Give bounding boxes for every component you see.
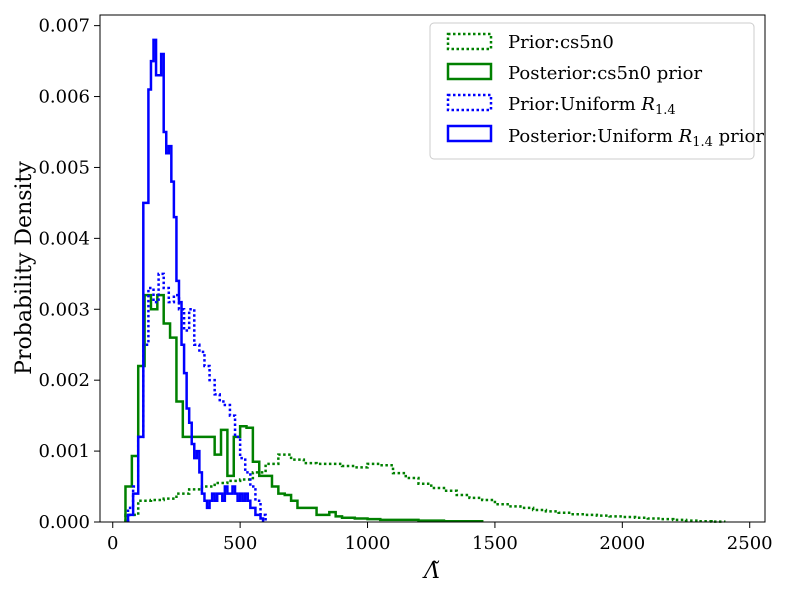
legend-swatch-posterior-cs5n0 bbox=[446, 62, 493, 81]
y-tick-label: 0.001 bbox=[38, 441, 90, 462]
x-tick-label: 0 bbox=[107, 533, 118, 554]
x-axis-label: Λ̃ bbox=[422, 559, 440, 584]
histogram-series-1 bbox=[124, 453, 726, 523]
plot-frame bbox=[99, 14, 766, 523]
y-tick-label: 0.002 bbox=[38, 370, 90, 391]
x-tick-label: 1500 bbox=[472, 533, 518, 554]
legend-label-prior-cs5n0: Prior:cs5n0 bbox=[508, 32, 614, 53]
x-tick-label: 2000 bbox=[599, 533, 645, 554]
y-tick-label: 0.005 bbox=[38, 157, 90, 178]
legend-swatch-posterior-uniform bbox=[446, 124, 493, 143]
legend: Prior:cs5n0 Posterior:cs5n0 prior Prior:… bbox=[429, 22, 764, 160]
histogram-series-3 bbox=[126, 272, 267, 522]
y-tick-label: 0.000 bbox=[38, 512, 90, 533]
y-tick-label: 0.006 bbox=[38, 87, 90, 108]
legend-label-posterior-cs5n0: Posterior:cs5n0 prior bbox=[508, 63, 702, 84]
y-tick-label: 0.007 bbox=[38, 16, 90, 37]
legend-swatch-prior-uniform bbox=[446, 93, 493, 112]
y-tick-label: 0.004 bbox=[38, 228, 90, 249]
histogram-series-4 bbox=[126, 38, 265, 522]
x-tick-label: 2500 bbox=[727, 533, 773, 554]
y-axis: 0.000 0.001 0.002 0.003 0.004 0.005 0.006 0.007 bbox=[38, 16, 100, 533]
legend-label-prior-uniform: Prior:Uniform R1.4 bbox=[508, 94, 676, 118]
y-tick-label: 0.003 bbox=[38, 299, 90, 320]
legend-swatch-prior-cs5n0 bbox=[446, 32, 493, 51]
y-axis-label: Probability Density bbox=[12, 161, 37, 375]
series-layer bbox=[124, 38, 726, 523]
legend-box bbox=[429, 22, 755, 160]
legend-label-posterior-uniform: Posterior:Uniform R1.4 prior bbox=[508, 126, 764, 150]
x-tick-label: 1000 bbox=[345, 533, 391, 554]
histogram-series-2 bbox=[124, 293, 484, 523]
x-axis: 0 500 1000 1500 2000 2500 bbox=[107, 522, 773, 554]
x-tick-label: 500 bbox=[223, 533, 257, 554]
